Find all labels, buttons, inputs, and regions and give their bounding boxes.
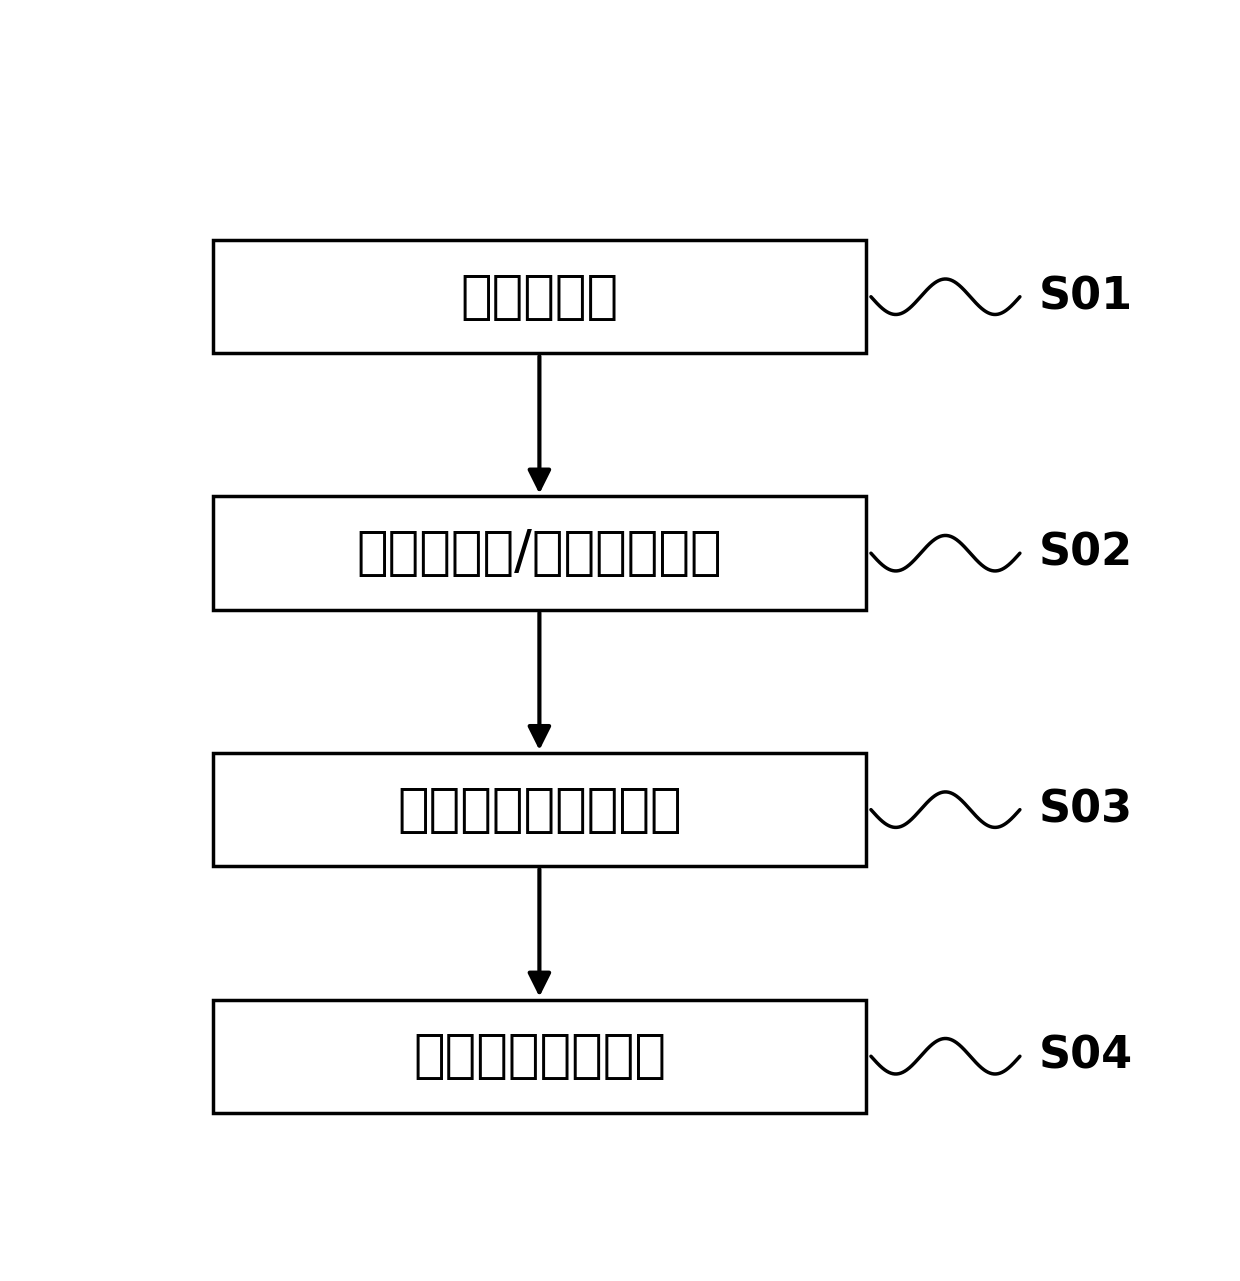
Text: 生长含碳或/和含氮保护层: 生长含碳或/和含氮保护层 [357,528,722,579]
Text: S04: S04 [1039,1035,1133,1077]
Bar [213,497,866,610]
Bar [213,753,866,866]
Text: S03: S03 [1039,788,1133,831]
Text: S02: S02 [1039,532,1133,575]
Text: 去除氧化镍: 去除氧化镍 [460,270,619,323]
Text: S01: S01 [1039,275,1133,318]
Text: 填充电极活性物质: 填充电极活性物质 [413,1030,666,1082]
Bar [213,240,866,354]
Bar [213,999,866,1113]
Text: 形成电极活性物质层: 形成电极活性物质层 [397,784,682,835]
